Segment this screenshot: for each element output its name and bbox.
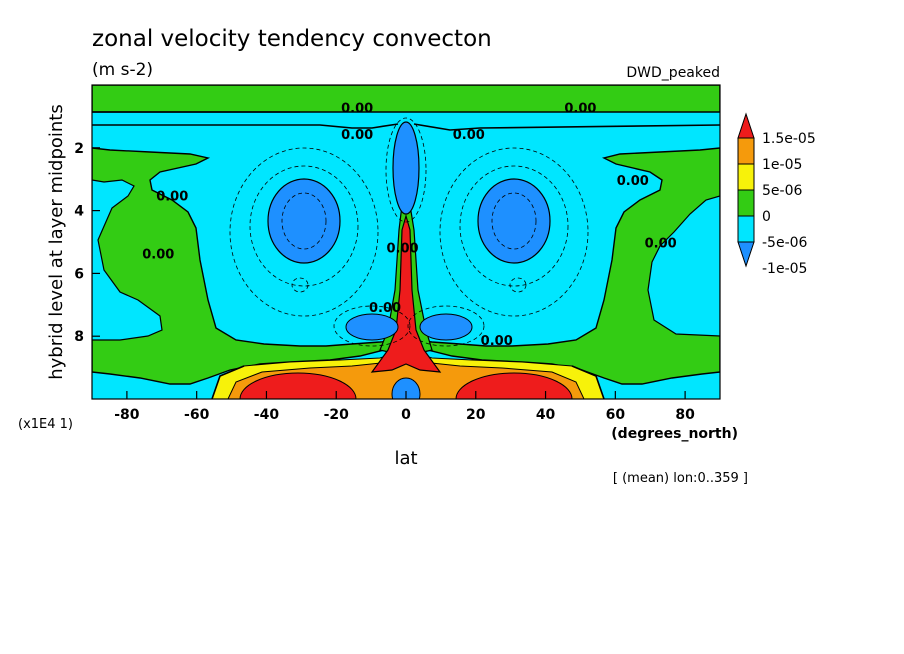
contour-label: 0.00 (156, 189, 188, 204)
x-tick-label: -80 (114, 407, 140, 423)
y-tick-label: 6 (74, 266, 84, 282)
colorbar-swatch (737, 137, 755, 165)
colorbar: 1.5e-05 1e-05 5e-06 0 -5e-06 -1e-05 (737, 112, 816, 277)
plot-area (92, 85, 720, 399)
negative-core-low-north (419, 313, 473, 341)
contour-line (211, 365, 605, 399)
surface-blue-core-equator (391, 377, 421, 399)
x-tick-label: -60 (184, 407, 210, 423)
contour-label: 0.00 (453, 128, 485, 143)
x-tick-label: 80 (675, 407, 695, 423)
contour-label: 0.00 (645, 237, 677, 252)
negative-pocket-south (92, 179, 163, 341)
colorbar-label: 1.5e-05 (762, 131, 816, 147)
contour-labels: 0.00 0.00 0.00 0.00 0.00 0.00 0.00 0.00 0.00 0.00… (142, 102, 676, 349)
chart-title: zonal velocity tendency convecton (92, 26, 492, 52)
footer-note: [ (mean) lon:0..359 ] (613, 471, 748, 486)
contour-label: 0.00 (564, 102, 596, 117)
contour-line (291, 277, 309, 293)
y-tick-label: 4 (74, 204, 84, 220)
colorbar-label: 5e-06 (762, 183, 802, 199)
negative-core-low-south (345, 313, 399, 341)
contour-line (509, 277, 527, 293)
x-tick-label: 40 (536, 407, 556, 423)
negative-contours (229, 117, 589, 347)
contour-line (439, 147, 589, 317)
contour-line (281, 192, 327, 250)
negative-core-south (267, 178, 341, 264)
y-axis-ticks: 2 4 6 8 (74, 141, 100, 345)
negative-pocket-north (647, 195, 720, 337)
contour-line (92, 123, 720, 131)
colorbar-label: 0 (762, 209, 771, 225)
x-tick-label: 20 (466, 407, 486, 423)
x-tick-label: -40 (254, 407, 280, 423)
contour-label: 0.00 (142, 248, 174, 263)
negative-core-north (477, 178, 551, 264)
y-tick-label: 2 (74, 141, 84, 157)
y-axis-title: hybrid level at layer midpoints (46, 104, 67, 380)
contour-label: 0.00 (386, 241, 418, 256)
colorbar-label: 1e-05 (762, 157, 802, 173)
contour-line (229, 147, 379, 317)
colorbar-swatch (737, 163, 755, 191)
contour-label: 0.00 (481, 334, 513, 349)
y-tick-label: 8 (74, 329, 84, 345)
surface-red-core-north (455, 372, 573, 399)
x-tick-label: -20 (324, 407, 350, 423)
x-tick-label: 60 (606, 407, 626, 423)
contour-label: 0.00 (341, 128, 373, 143)
contour-label: 0.00 (617, 174, 649, 189)
x-axis-ticks: -80 -60 -40 -20 0 20 40 60 80 (114, 391, 695, 423)
colorbar-label: -5e-06 (762, 235, 808, 251)
contour-label: 0.00 (341, 102, 373, 117)
negative-core-upper-equator (392, 121, 420, 215)
units-label: (m s-2) (92, 60, 153, 80)
x-axis-title: lat (394, 448, 417, 469)
x-units-label: (degrees_north) (611, 426, 738, 442)
x-tick-label: 0 (401, 407, 411, 423)
contour-label: 0.00 (369, 301, 401, 316)
contour-line (407, 305, 485, 347)
surface-red-core-south (239, 372, 357, 399)
positive-region-southern-flank (92, 147, 401, 385)
contour-line (459, 165, 569, 287)
equatorial-red-jet (370, 213, 442, 373)
colorbar-label: -1e-05 (762, 261, 807, 277)
colorbar-swatch (737, 189, 755, 217)
colorbar-swatch (737, 215, 755, 243)
colorbar-top-arrow (737, 112, 755, 139)
contour-line (249, 165, 359, 287)
contour-line (385, 117, 427, 223)
colorbar-bottom-arrow (737, 241, 755, 268)
contour-line (491, 192, 537, 250)
zero-contours (92, 111, 720, 399)
contour-line (333, 305, 411, 347)
positive-region-northern-flank (411, 147, 720, 385)
dataset-label: DWD_peaked (626, 65, 720, 81)
positive-region-top-band (92, 85, 720, 113)
y-scale-note: (x1E4 1) (18, 417, 73, 432)
